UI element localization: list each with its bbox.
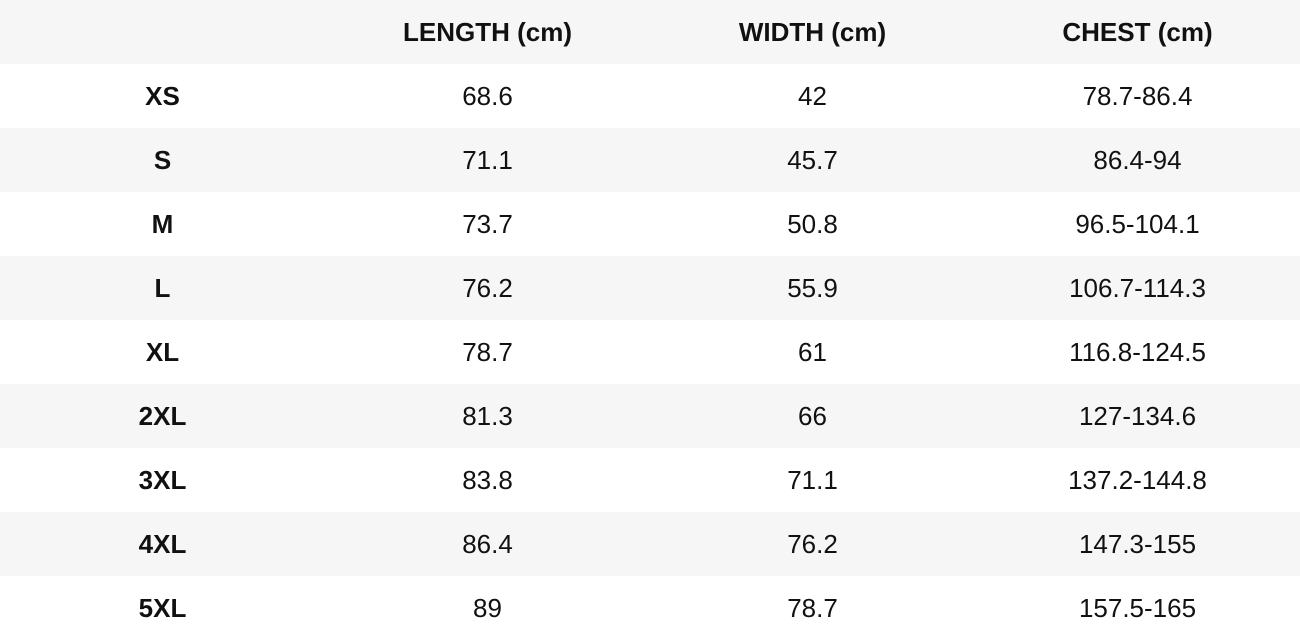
length-value: 81.3 (462, 401, 513, 431)
chest-value: 157.5-165 (1078, 593, 1197, 623)
width-value: 42 (798, 81, 827, 111)
width-value: 66 (798, 401, 827, 431)
chest-value: 78.7-86.4 (1082, 81, 1193, 111)
table-row-5xl: 5XL 89 78.7 157.5-165 (0, 576, 1300, 640)
size-label: 3XL (138, 465, 187, 495)
chest-value: 127-134.6 (1078, 401, 1197, 431)
table-row-s: S 71.1 45.7 86.4-94 (0, 128, 1300, 192)
table-row-4xl: 4XL 86.4 76.2 147.3-155 (0, 512, 1300, 576)
chest-value: 137.2-144.8 (1068, 465, 1207, 495)
width-value: 78.7 (787, 593, 838, 623)
width-value: 50.8 (787, 209, 838, 239)
chest-value: 106.7-114.3 (1069, 273, 1206, 303)
table-row-xs: XS 68.6 42 78.7-86.4 (0, 64, 1300, 128)
chest-value: 116.8-124.5 (1069, 337, 1206, 367)
width-value: 55.9 (787, 273, 838, 303)
size-label: XS (145, 81, 180, 111)
width-value: 45.7 (787, 145, 838, 175)
table-row-3xl: 3XL 83.8 71.1 137.2-144.8 (0, 448, 1300, 512)
size-label: 2XL (138, 401, 187, 431)
width-value: 61 (798, 337, 827, 367)
size-label: M (151, 209, 174, 239)
column-header-width: WIDTH (cm) (738, 17, 887, 47)
size-label: L (154, 273, 171, 303)
length-value: 78.7 (462, 337, 513, 367)
chest-value: 96.5-104.1 (1075, 209, 1200, 239)
length-value: 68.6 (462, 81, 513, 111)
length-value: 86.4 (462, 529, 513, 559)
size-label: 5XL (138, 593, 187, 623)
length-value: 71.1 (462, 145, 513, 175)
table-row-m: M 73.7 50.8 96.5-104.1 (0, 192, 1300, 256)
size-label: S (153, 145, 172, 175)
size-label: XL (145, 337, 180, 367)
table-row-2xl: 2XL 81.3 66 127-134.6 (0, 384, 1300, 448)
length-value: 83.8 (462, 465, 513, 495)
column-header-chest: CHEST (cm) (1062, 17, 1213, 47)
length-value: 89 (473, 593, 502, 623)
table-row-xl: XL 78.7 61 116.8-124.5 (0, 320, 1300, 384)
length-value: 73.7 (462, 209, 513, 239)
width-value: 71.1 (787, 465, 838, 495)
column-header-length: LENGTH (cm) (403, 17, 572, 47)
chest-value: 147.3-155 (1078, 529, 1197, 559)
length-value: 76.2 (462, 273, 513, 303)
size-label: 4XL (138, 529, 187, 559)
table-row-l: L 76.2 55.9 106.7-114.3 (0, 256, 1300, 320)
width-value: 76.2 (787, 529, 838, 559)
chest-value: 86.4-94 (1093, 145, 1182, 175)
table-header-row: LENGTH (cm) WIDTH (cm) CHEST (cm) (0, 0, 1300, 64)
